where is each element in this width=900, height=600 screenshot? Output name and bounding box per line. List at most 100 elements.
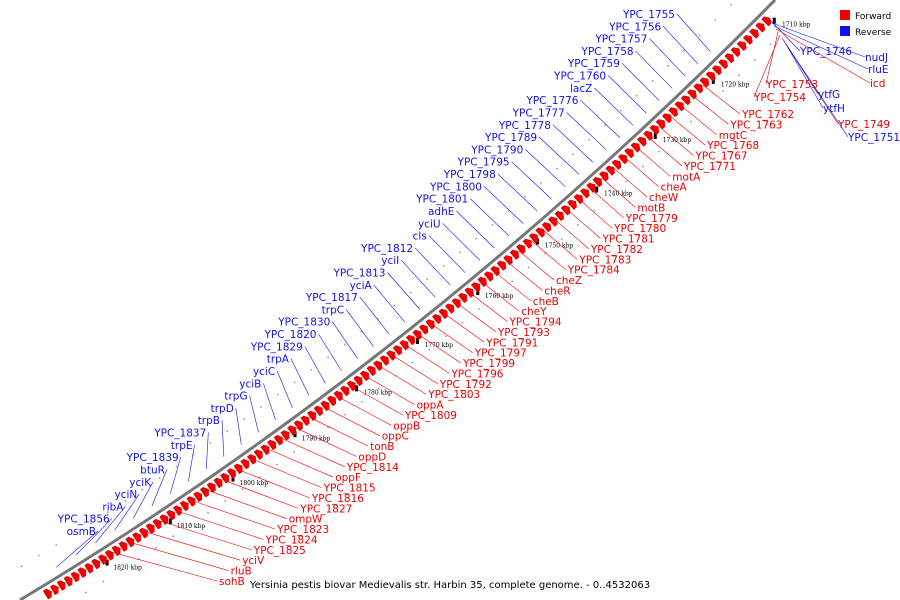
- gene-label[interactable]: trpA: [267, 354, 290, 366]
- forward-gene-62[interactable]: [458, 292, 468, 304]
- forward-gene-69[interactable]: [503, 255, 513, 266]
- forward-gene-81[interactable]: [579, 188, 590, 199]
- gene-label[interactable]: YPC_1751: [847, 132, 900, 144]
- gene-label[interactable]: YPC_1780: [613, 223, 666, 235]
- forward-gene-99[interactable]: [693, 83, 704, 94]
- gene-label[interactable]: YPC_1767: [695, 151, 748, 163]
- gene-label[interactable]: cheZ: [556, 275, 582, 287]
- gene-label[interactable]: YPC_1814: [346, 462, 399, 474]
- gene-label[interactable]: YPC_1791: [485, 337, 538, 349]
- forward-gene-90[interactable]: [636, 136, 647, 147]
- gene-label[interactable]: YPC_1756: [608, 21, 661, 33]
- forward-gene-39[interactable]: [307, 410, 317, 422]
- gene-label[interactable]: rluE: [868, 64, 889, 76]
- gene-label[interactable]: YPC_1777: [512, 108, 565, 120]
- forward-gene-0[interactable]: [42, 588, 52, 600]
- gene-label[interactable]: sohB: [219, 576, 245, 588]
- forward-gene-91[interactable]: [643, 130, 653, 141]
- forward-gene-46[interactable]: [353, 375, 363, 387]
- forward-gene-28[interactable]: [233, 463, 243, 475]
- forward-gene-48[interactable]: [366, 365, 376, 377]
- gene-label[interactable]: YPC_1803: [427, 389, 480, 401]
- forward-gene-15[interactable]: [145, 523, 155, 534]
- gene-label[interactable]: rluB: [231, 566, 252, 578]
- gene-label[interactable]: YPC_1762: [741, 109, 794, 121]
- forward-gene-68[interactable]: [496, 260, 507, 271]
- forward-gene-60[interactable]: [445, 303, 455, 314]
- gene-label[interactable]: YPC_1812: [360, 243, 413, 255]
- forward-gene-26[interactable]: [220, 473, 230, 484]
- forward-gene-8[interactable]: [98, 554, 107, 565]
- forward-gene-101[interactable]: [705, 71, 716, 82]
- forward-gene-6[interactable]: [84, 563, 94, 574]
- forward-gene-27[interactable]: [226, 468, 236, 479]
- forward-gene-1[interactable]: [49, 584, 59, 596]
- gene-label[interactable]: ribA: [102, 501, 124, 513]
- gene-label[interactable]: YPC_1817: [305, 292, 358, 304]
- forward-gene-9[interactable]: [104, 550, 114, 561]
- forward-gene-50[interactable]: [379, 355, 389, 366]
- gene-label[interactable]: YPC_1768: [706, 140, 759, 152]
- gene-label[interactable]: motA: [672, 171, 701, 183]
- gene-label[interactable]: YPC_1793: [497, 327, 550, 339]
- gene-label[interactable]: YPC_1778: [498, 120, 551, 132]
- forward-gene-19[interactable]: [172, 505, 182, 516]
- forward-gene-87[interactable]: [618, 154, 628, 165]
- gene-label[interactable]: oppA: [417, 400, 445, 412]
- forward-gene-30[interactable]: [247, 454, 257, 465]
- forward-gene-107[interactable]: [742, 35, 753, 45]
- gene-label[interactable]: YPC_1782: [590, 244, 643, 256]
- gene-label[interactable]: cheR: [544, 285, 570, 297]
- gene-label[interactable]: YPC_1759: [567, 58, 620, 70]
- gene-label[interactable]: YPC_1809: [404, 410, 457, 422]
- gene-label[interactable]: YPC_1820: [263, 329, 316, 341]
- gene-label[interactable]: YPC_1746: [799, 46, 852, 58]
- forward-gene-38[interactable]: [300, 415, 310, 426]
- gene-label[interactable]: cls: [413, 231, 427, 243]
- gene-label[interactable]: YPC_1825: [253, 545, 306, 557]
- forward-gene-89[interactable]: [630, 142, 641, 153]
- gene-label[interactable]: yciU: [418, 218, 441, 230]
- gene-label[interactable]: YPC_1799: [462, 358, 515, 370]
- forward-gene-3[interactable]: [63, 576, 73, 587]
- forward-gene-22[interactable]: [193, 491, 203, 503]
- gene-label[interactable]: YPC_1757: [594, 34, 647, 46]
- gene-label[interactable]: yciC: [253, 366, 275, 378]
- gene-label[interactable]: YPC_1760: [553, 71, 606, 83]
- forward-gene-10[interactable]: [111, 545, 121, 557]
- gene-label[interactable]: cheY: [521, 306, 547, 318]
- forward-gene-74[interactable]: [535, 227, 545, 238]
- gene-label[interactable]: YPC_1797: [474, 348, 527, 360]
- gene-label[interactable]: yciA: [350, 280, 373, 292]
- gene-label[interactable]: nudJ: [865, 52, 888, 64]
- gene-label[interactable]: ytfH: [823, 103, 845, 115]
- forward-gene-77[interactable]: [554, 210, 565, 222]
- gene-label[interactable]: lacZ: [570, 83, 592, 95]
- forward-gene-20[interactable]: [179, 500, 189, 512]
- gene-label[interactable]: YPC_1839: [126, 452, 179, 464]
- forward-gene-78[interactable]: [560, 205, 571, 216]
- forward-gene-11[interactable]: [118, 541, 128, 552]
- forward-gene-21[interactable]: [186, 496, 196, 507]
- forward-gene-54[interactable]: [405, 334, 416, 346]
- gene-label[interactable]: YPC_1798: [443, 169, 496, 181]
- forward-gene-5[interactable]: [77, 567, 87, 578]
- forward-gene-110[interactable]: [761, 16, 772, 27]
- gene-label[interactable]: YPC_1815: [323, 483, 376, 495]
- forward-gene-86[interactable]: [611, 159, 622, 170]
- forward-gene-67[interactable]: [490, 266, 500, 277]
- forward-gene-55[interactable]: [412, 329, 422, 340]
- forward-gene-44[interactable]: [340, 385, 350, 397]
- gene-label[interactable]: YPC_1795: [457, 157, 510, 169]
- gene-label[interactable]: trpE: [171, 440, 193, 452]
- forward-gene-93[interactable]: [655, 119, 666, 130]
- gene-label[interactable]: YPC_1816: [311, 493, 364, 505]
- gene-label[interactable]: cheW: [649, 192, 679, 204]
- forward-gene-92[interactable]: [649, 125, 660, 135]
- forward-gene-53[interactable]: [399, 340, 409, 351]
- forward-gene-84[interactable]: [599, 171, 609, 182]
- forward-gene-61[interactable]: [451, 298, 461, 309]
- forward-gene-51[interactable]: [386, 350, 396, 361]
- forward-gene-17[interactable]: [159, 514, 169, 525]
- forward-gene-24[interactable]: [206, 482, 216, 493]
